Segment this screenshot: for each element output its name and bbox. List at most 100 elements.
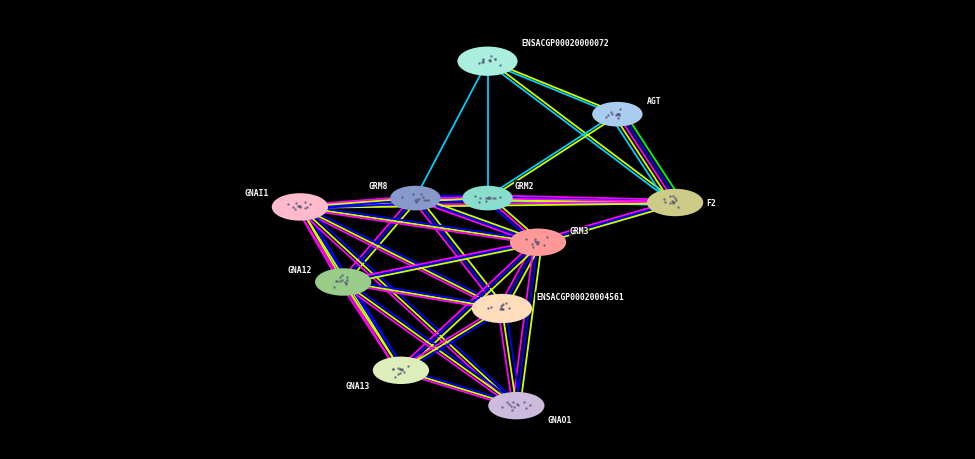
Point [665, 198, 681, 206]
Point [482, 58, 497, 65]
Point [296, 199, 312, 207]
Circle shape [282, 199, 318, 216]
Point [529, 241, 545, 248]
Text: GNA12: GNA12 [288, 265, 312, 274]
Text: GRM2: GRM2 [515, 181, 534, 190]
Point [475, 56, 490, 64]
Point [505, 398, 521, 406]
Point [480, 304, 495, 312]
Point [518, 404, 533, 412]
Point [392, 365, 408, 373]
Point [476, 59, 491, 67]
Point [392, 365, 408, 373]
Point [610, 111, 626, 118]
Point [492, 305, 508, 313]
Point [611, 112, 627, 120]
Point [493, 303, 509, 310]
Text: F2: F2 [706, 199, 716, 207]
Point [611, 111, 627, 118]
Point [484, 53, 499, 61]
Circle shape [473, 295, 531, 323]
Point [471, 199, 487, 207]
Point [665, 193, 681, 201]
Circle shape [498, 397, 534, 414]
Point [492, 194, 508, 202]
Point [518, 235, 533, 243]
Point [483, 303, 498, 311]
Point [494, 302, 510, 309]
Text: GRM3: GRM3 [569, 227, 589, 236]
Point [302, 201, 318, 208]
Point [414, 194, 430, 202]
Point [501, 401, 517, 408]
Point [395, 366, 410, 373]
Point [299, 203, 315, 211]
Point [488, 56, 503, 63]
Point [474, 60, 489, 67]
Point [668, 197, 683, 204]
Point [334, 272, 350, 279]
Point [408, 197, 423, 204]
Text: GRM8: GRM8 [369, 181, 388, 190]
Point [396, 368, 411, 375]
Point [387, 373, 403, 381]
Point [494, 305, 510, 313]
Circle shape [602, 107, 633, 123]
Point [390, 371, 406, 378]
Point [285, 204, 300, 212]
Point [480, 195, 495, 202]
Circle shape [483, 300, 521, 318]
Text: AGT: AGT [646, 97, 661, 106]
Point [385, 366, 401, 373]
Point [292, 203, 308, 211]
Point [288, 206, 303, 213]
Point [524, 241, 539, 248]
Point [483, 195, 498, 202]
Circle shape [391, 187, 440, 210]
Point [292, 203, 307, 211]
Circle shape [647, 190, 702, 216]
Point [526, 244, 541, 252]
Point [339, 276, 355, 284]
Point [406, 191, 421, 199]
Point [529, 239, 545, 246]
Point [420, 197, 436, 204]
Point [657, 199, 673, 206]
Circle shape [326, 274, 361, 291]
Point [332, 273, 348, 280]
Point [492, 62, 508, 70]
Point [503, 403, 519, 410]
Point [339, 273, 355, 280]
Point [329, 277, 344, 285]
Point [467, 193, 483, 200]
Circle shape [489, 393, 544, 419]
Point [488, 56, 503, 64]
Point [666, 200, 682, 207]
Point [481, 194, 496, 202]
Point [494, 404, 510, 411]
Point [530, 240, 546, 247]
Text: ENSACGP00020004561: ENSACGP00020004561 [536, 293, 624, 302]
Point [288, 200, 303, 207]
Point [409, 199, 424, 207]
Point [338, 281, 354, 288]
Point [281, 201, 296, 208]
Point [610, 115, 626, 123]
Point [601, 112, 616, 119]
Point [327, 284, 342, 291]
Point [482, 57, 497, 65]
Point [392, 369, 408, 377]
Circle shape [458, 48, 517, 76]
Point [478, 195, 493, 202]
Point [475, 57, 490, 64]
Point [488, 195, 503, 202]
Point [329, 278, 344, 285]
Point [539, 234, 555, 241]
Point [416, 197, 432, 205]
Point [418, 196, 434, 204]
Point [492, 305, 508, 312]
Point [395, 194, 410, 202]
Point [390, 365, 406, 372]
Circle shape [373, 358, 428, 383]
Point [482, 57, 497, 65]
